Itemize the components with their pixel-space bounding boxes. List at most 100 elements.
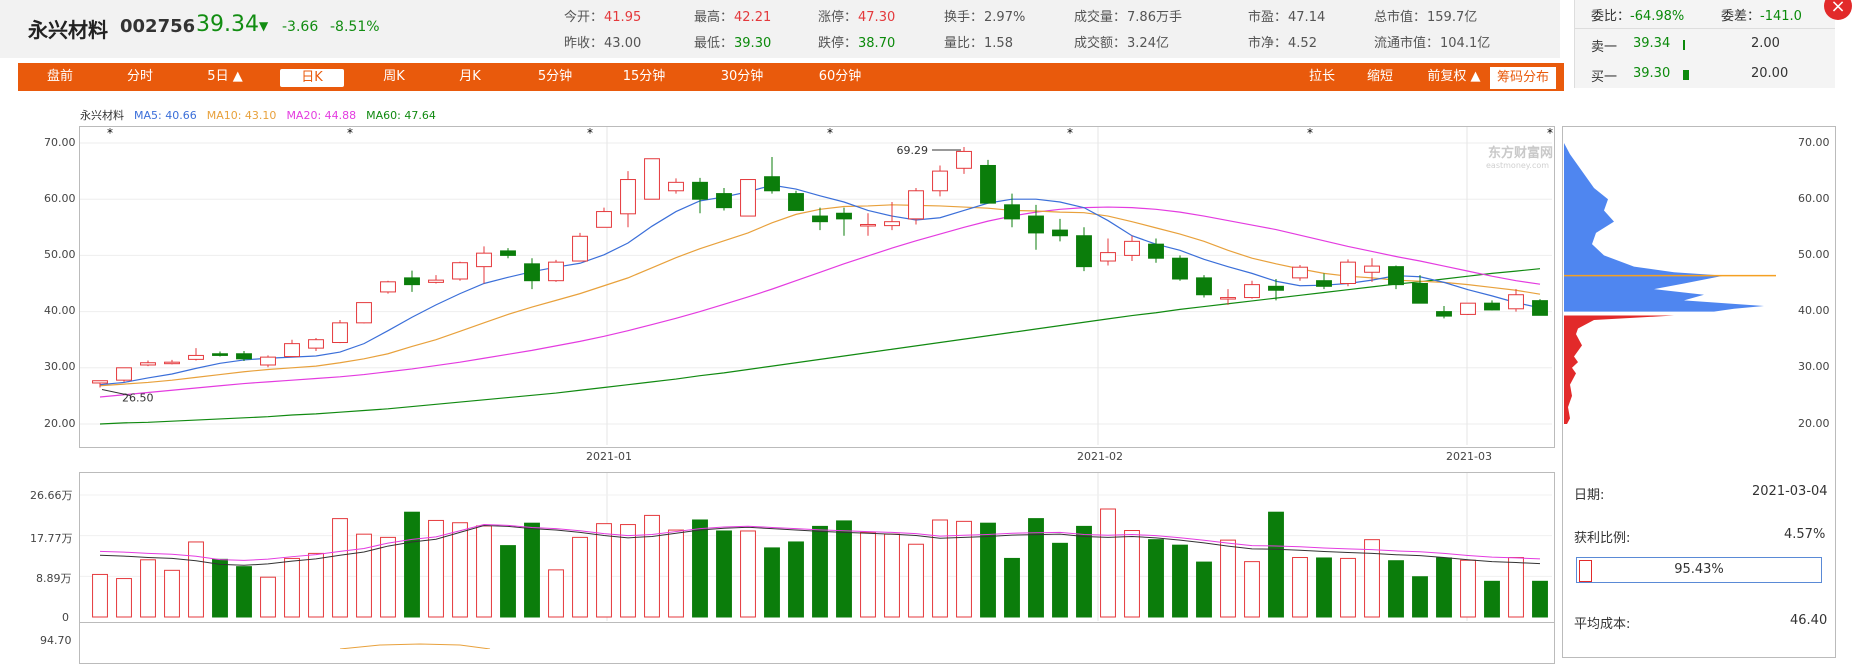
quote-value: 7.86万手: [1127, 10, 1182, 25]
adjust-forward-dropdown[interactable]: 前复权 ▲: [1427, 69, 1481, 84]
quote-item: 跌停：38.70: [818, 32, 895, 51]
profit-progress-bar: 95.43%: [1576, 557, 1822, 583]
tab-pre-market[interactable]: 盘前: [46, 69, 73, 84]
quote-label: 换手：: [944, 10, 984, 25]
wei-cha-value: -141.0: [1760, 9, 1802, 24]
tab-30min[interactable]: 30分钟: [720, 69, 764, 84]
quote-label: 成交量：: [1074, 10, 1127, 25]
kline-x-tick: 2021-03: [1446, 450, 1492, 463]
period-toolbar: 盘前 分时 5日 ▲ 日K 周K 月K 5分钟 15分钟 30分钟 60分钟 拉…: [18, 63, 1564, 91]
order-book: 委比：-64.98% 委差：-141.0 卖一 39.34 2.00 买一 39…: [1574, 0, 1835, 88]
quote-value: 4.52: [1288, 36, 1317, 51]
quote-label: 最低：: [694, 36, 734, 51]
tab-weekly-k[interactable]: 周K: [383, 69, 405, 84]
avg-cost-value: 46.40: [1790, 613, 1828, 628]
profit-ratio-value: 4.57%: [1784, 527, 1826, 542]
quote-item: 总市值：159.7亿: [1374, 6, 1477, 25]
quote-value: 43.00: [604, 36, 642, 51]
legend-entry: 永兴材料: [80, 109, 124, 122]
quote-value: 38.70: [858, 36, 896, 51]
chip-distribution-button[interactable]: 筹码分布: [1490, 67, 1557, 89]
volume-y-tick: 26.66万: [30, 489, 73, 502]
quote-label: 流通市值：: [1374, 36, 1440, 51]
quote-item: 换手：2.97%: [944, 6, 1025, 25]
sell1-bar: [1683, 40, 1685, 50]
tab-5day[interactable]: 5日 ▲: [207, 69, 243, 84]
profit-ratio-label: 获利比例:: [1574, 531, 1631, 546]
volume-panel[interactable]: [79, 472, 1555, 624]
legend-entry: MA20: 44.88: [286, 109, 357, 122]
quote-item: 今开：41.95: [564, 6, 641, 25]
quote-label: 量比：: [944, 36, 984, 51]
date-value: 2021-03-04: [1752, 484, 1828, 499]
kline-y-tick: 70.00: [44, 136, 76, 149]
sell1-volume: 2.00: [1751, 36, 1780, 51]
quote-value: 104.1亿: [1440, 36, 1491, 51]
quote-item: 市净：4.52: [1248, 32, 1317, 51]
stretch-button[interactable]: 拉长: [1308, 69, 1335, 84]
sell1-price: 39.34: [1633, 36, 1671, 51]
chip-y-tick: 40.00: [1798, 304, 1830, 317]
kline-panel[interactable]: [79, 126, 1555, 448]
quote-label: 涨停：: [818, 10, 858, 25]
kline-y-tick: 60.00: [44, 192, 76, 205]
legend-entry: MA10: 43.10: [206, 109, 277, 122]
quote-item: 市盈：47.14: [1248, 6, 1325, 25]
quote-label: 市盈：: [1248, 10, 1288, 25]
tab-intraday[interactable]: 分时: [126, 69, 153, 84]
stock-name: 永兴材料: [28, 18, 108, 42]
quote-value: 1.58: [984, 36, 1013, 51]
wei-bi-label: 委比：: [1591, 9, 1631, 24]
wei-cha-row: 委差：-141.0: [1721, 5, 1802, 25]
down-arrow-icon: ▼: [259, 19, 269, 33]
rsi-panel[interactable]: [79, 622, 1555, 664]
quote-value: 41.95: [604, 10, 642, 25]
tab-15min[interactable]: 15分钟: [622, 69, 666, 84]
shrink-button[interactable]: 缩短: [1366, 69, 1393, 84]
tab-daily-k[interactable]: 日K: [280, 69, 344, 87]
price-change: -3.66: [282, 19, 319, 35]
kline-y-tick: 50.00: [44, 248, 76, 261]
quote-label: 总市值：: [1374, 10, 1427, 25]
tab-60min[interactable]: 60分钟: [818, 69, 862, 84]
chip-y-tick: 60.00: [1798, 192, 1830, 205]
legend-entry: MA60: 47.64: [366, 109, 436, 122]
volume-y-tick: 17.77万: [30, 532, 73, 545]
close-icon[interactable]: ×: [1824, 0, 1852, 20]
quote-label: 昨收：: [564, 36, 604, 51]
date-label: 日期:: [1574, 488, 1605, 503]
quote-value: 47.30: [858, 10, 896, 25]
quote-item: 成交量：7.86万手: [1074, 6, 1182, 25]
quote-item: 昨收：43.00: [564, 32, 641, 51]
wei-cha-label: 委差：: [1721, 9, 1761, 24]
quote-header: [0, 0, 1560, 58]
chip-y-tick: 30.00: [1798, 360, 1830, 373]
wei-bi-value: -64.98%: [1630, 9, 1685, 24]
quote-value: 39.30: [734, 36, 772, 51]
buy1-price: 39.30: [1633, 66, 1671, 81]
chip-y-tick: 70.00: [1798, 136, 1830, 149]
quote-item: 最高：42.21: [694, 6, 771, 25]
buy1-bar: [1683, 70, 1689, 80]
quote-item: 涨停：47.30: [818, 6, 895, 25]
quote-item: 流通市值：104.1亿: [1374, 32, 1490, 51]
tab-monthly-k[interactable]: 月K: [459, 69, 481, 84]
stock-code: 002756: [120, 16, 196, 37]
kline-x-tick: 2021-02: [1077, 450, 1123, 463]
buy1-row: 买一 39.30 20.00: [1591, 66, 1788, 86]
sell1-label: 卖一: [1591, 40, 1618, 55]
avg-cost-label: 平均成本:: [1574, 617, 1631, 632]
kline-x-tick: 2021-01: [586, 450, 632, 463]
quote-label: 今开：: [564, 10, 604, 25]
kline-y-tick: 20.00: [44, 417, 76, 430]
stock-price: 39.34: [196, 12, 259, 37]
price-change-pct: -8.51%: [330, 19, 380, 35]
quote-value: 3.24亿: [1127, 36, 1169, 51]
tab-5min[interactable]: 5分钟: [537, 69, 573, 84]
chip-y-tick: 50.00: [1798, 248, 1830, 261]
quote-label: 成交额：: [1074, 36, 1127, 51]
wei-bi-row: 委比：-64.98%: [1591, 5, 1684, 25]
buy1-volume: 20.00: [1751, 66, 1789, 81]
quote-value: 2.97%: [984, 10, 1026, 25]
legend-entry: MA5: 40.66: [134, 109, 197, 122]
